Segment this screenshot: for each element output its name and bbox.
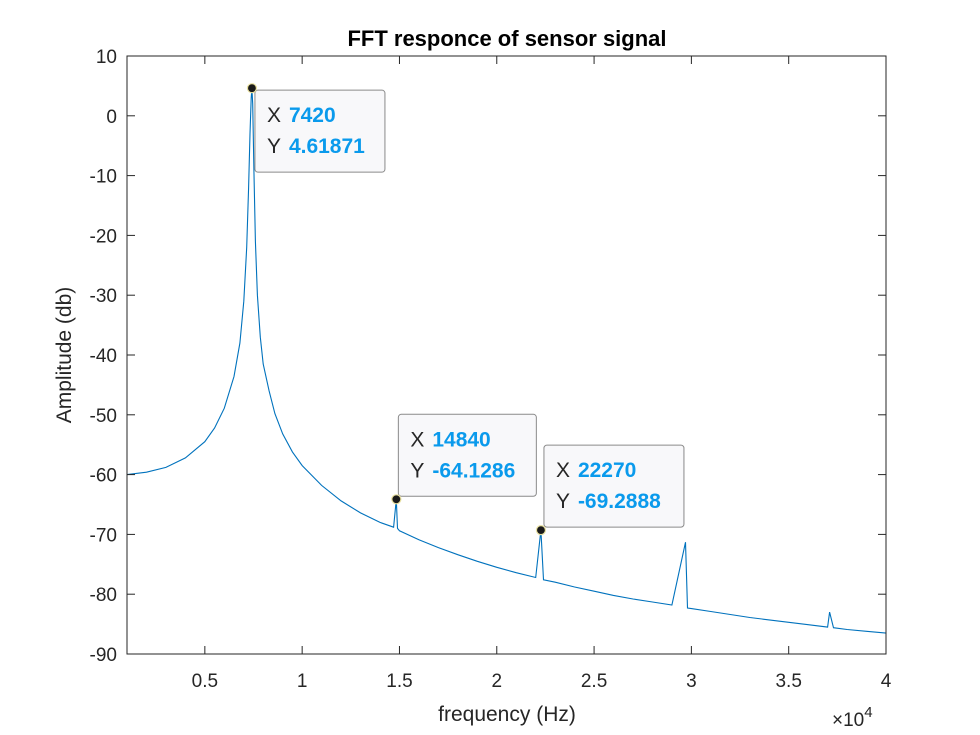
y-tick-label: -30 [90,286,117,307]
y-tick-label: 10 [96,47,117,68]
datatip-x-key: X [556,459,570,482]
x-tick-label: 1 [297,671,308,692]
y-tick-label: -10 [90,167,117,188]
plot-area-background [127,56,886,654]
datatip[interactable]: X 22270 Y -69.2888 [535,444,685,536]
y-tick-label: -90 [90,645,117,666]
y-tick-label: -40 [90,346,117,367]
plot-area-frame [126,55,887,655]
datatip-x-value: 22270 [578,459,636,482]
datatip-marker[interactable] [246,83,258,94]
datatip-x-value: 14840 [432,428,490,451]
datatip-y-value: 4.61871 [289,135,365,158]
datatip-x-key: X [267,104,281,127]
y-tick-label: -70 [90,525,117,546]
datatip-y-value: -64.1286 [432,459,515,482]
y-axis-label: Amplitude (db) [53,287,76,424]
datatip-x-value: 7420 [289,104,336,127]
x-tick-label: 4 [881,671,892,692]
x-axis-exponent: ×104 [832,704,873,731]
x-tick-label: 3.5 [775,671,801,692]
x-axis: 0.5 1 1.5 2 2.5 3 3.5 4 [192,56,892,692]
y-tick-label: -20 [90,226,117,247]
datatip-box [397,413,537,497]
x-tick-label: 3 [686,671,697,692]
x-tick-label: 2.5 [581,671,607,692]
fft-series [126,88,887,634]
x-tick-label: 1.5 [386,671,412,692]
datatip-y-key: Y [410,459,424,482]
datatip[interactable]: X 7420 Y 4.61871 [246,83,386,173]
datatip-y-key: Y [556,490,570,513]
y-tick-label: -60 [90,466,117,487]
datatip-marker[interactable] [391,494,402,505]
x-axis-exponent-power: 4 [864,704,872,721]
y-tick-label: -80 [90,585,117,606]
datatip-x-key: X [410,428,424,451]
datatip-y-key: Y [267,135,281,158]
datatip-box [543,444,685,528]
chart-title: FFT responce of sensor signal [347,26,666,51]
datatip-y-value: -69.2888 [578,490,661,513]
x-tick-label: 0.5 [192,671,218,692]
series-line [126,88,887,634]
datatip-marker[interactable] [535,525,547,536]
datatips: X 7420 Y 4.61871 X 14840 Y -64.1286 X 22270 Y -69.2… [246,83,685,536]
y-axis: 10 0 -10 -20 -30 -40 -50 -60 -70 -80 -90 [90,47,886,666]
x-axis-label: frequency (Hz) [438,703,576,726]
y-tick-label: -50 [90,406,117,427]
x-tick-label: 2 [491,671,502,692]
x-axis-exponent-base: ×10 [832,710,864,731]
datatip-box [254,89,386,173]
y-tick-label: 0 [106,107,117,128]
datatip[interactable]: X 14840 Y -64.1286 [391,413,537,505]
